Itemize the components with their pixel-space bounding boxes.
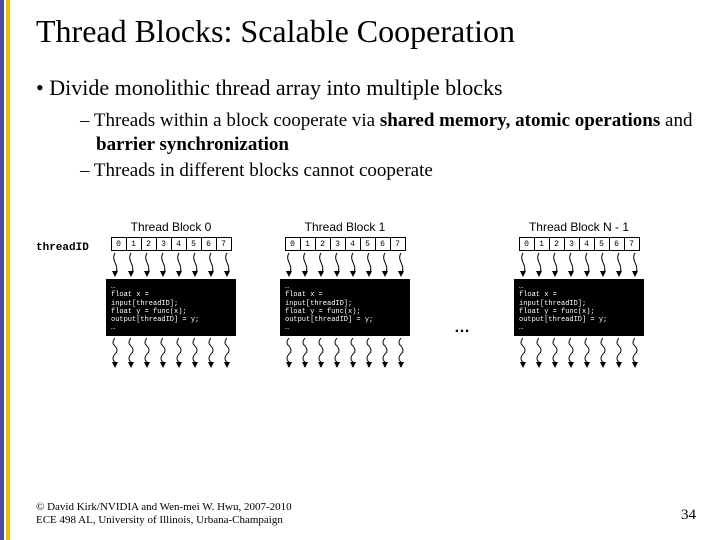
page-number: 34 xyxy=(681,507,696,524)
arrows-into-code xyxy=(281,251,409,279)
arrows-out-of-code xyxy=(107,336,235,370)
thread-id-cell: 5 xyxy=(360,237,376,251)
code-box: … float x = input[threadID]; float y = f… xyxy=(280,279,410,335)
code-box: … float x = input[threadID]; float y = f… xyxy=(106,279,236,335)
accent-stripe xyxy=(0,0,12,540)
thread-id-cell: 3 xyxy=(564,237,580,251)
sub1-bs: barrier synchronization xyxy=(96,134,289,155)
arrows-out-of-code xyxy=(281,336,409,370)
footer-line-1: © David Kirk/NVIDIA and Wen-mei W. Hwu, … xyxy=(36,501,292,515)
thread-id-cell: 5 xyxy=(594,237,610,251)
sub-bullet-list: Threads within a block cooperate via sha… xyxy=(80,109,708,182)
slide-title: Thread Blocks: Scalable Cooperation xyxy=(36,14,708,49)
thread-id-cell: 7 xyxy=(390,237,406,251)
sub1-sm: shared memory, xyxy=(380,110,511,131)
thread-id-row: 01234567 xyxy=(111,237,232,251)
copyright-footer: © David Kirk/NVIDIA and Wen-mei W. Hwu, … xyxy=(36,501,292,529)
thread-id-cell: 6 xyxy=(201,237,217,251)
thread-id-cell: 2 xyxy=(315,237,331,251)
slide-content: Thread Blocks: Scalable Cooperation Divi… xyxy=(0,0,720,370)
thread-id-cell: 6 xyxy=(609,237,625,251)
thread-block-0: Thread Block 0 01234567 … float x = input[… xyxy=(106,220,236,369)
thread-id-cell: 7 xyxy=(624,237,640,251)
bullet-1-text: Divide monolithic thread array into mult… xyxy=(49,75,502,100)
thread-id-cell: 5 xyxy=(186,237,202,251)
block-title: Thread Block 0 xyxy=(131,220,212,234)
arrows-into-code xyxy=(107,251,235,279)
thread-id-cell: 1 xyxy=(126,237,142,251)
thread-block-n: Thread Block N - 1 01234567 … float x = in… xyxy=(514,220,644,369)
thread-id-cell: 1 xyxy=(534,237,550,251)
thread-id-cell: 3 xyxy=(156,237,172,251)
thread-id-row: 01234567 xyxy=(285,237,406,251)
thread-id-cell: 4 xyxy=(345,237,361,251)
thread-id-row: 01234567 xyxy=(519,237,640,251)
footer-line-2: ECE 498 AL, University of Illinois, Urba… xyxy=(36,514,292,528)
thread-id-cell: 7 xyxy=(216,237,232,251)
thread-id-cell: 6 xyxy=(375,237,391,251)
thread-id-cell: 1 xyxy=(300,237,316,251)
bullet-1: Divide monolithic thread array into mult… xyxy=(36,75,708,182)
blocks-container: Thread Block 001234567… float x = input[… xyxy=(106,220,644,369)
sub-bullet-1: Threads within a block cooperate via sha… xyxy=(80,109,708,157)
thread-id-cell: 2 xyxy=(549,237,565,251)
block-title: Thread Block 1 xyxy=(305,220,386,234)
ellipsis: … xyxy=(454,319,470,337)
sub-bullet-2: Threads in different blocks cannot coope… xyxy=(80,159,708,183)
thread-block-diagram: threadID Thread Block 001234567… float x… xyxy=(36,220,708,369)
sub1-pre: Threads within a block cooperate via xyxy=(94,110,380,131)
sub1-mid2: and xyxy=(660,110,692,131)
thread-id-cell: 2 xyxy=(141,237,157,251)
code-box: … float x = input[threadID]; float y = f… xyxy=(514,279,644,335)
block-title: Thread Block N - 1 xyxy=(529,220,629,234)
thread-id-cell: 4 xyxy=(579,237,595,251)
bullet-list: Divide monolithic thread array into mult… xyxy=(36,75,708,182)
arrows-into-code xyxy=(515,251,643,279)
thread-id-cell: 3 xyxy=(330,237,346,251)
thread-block-1: Thread Block 1 01234567 … float x = input[… xyxy=(280,220,410,369)
thread-id-cell: 4 xyxy=(171,237,187,251)
thread-id-cell: 0 xyxy=(519,237,535,251)
threadid-label: threadID xyxy=(36,220,106,254)
sub1-ao: atomic operations xyxy=(515,110,660,131)
thread-id-cell: 0 xyxy=(111,237,127,251)
arrows-out-of-code xyxy=(515,336,643,370)
thread-id-cell: 0 xyxy=(285,237,301,251)
